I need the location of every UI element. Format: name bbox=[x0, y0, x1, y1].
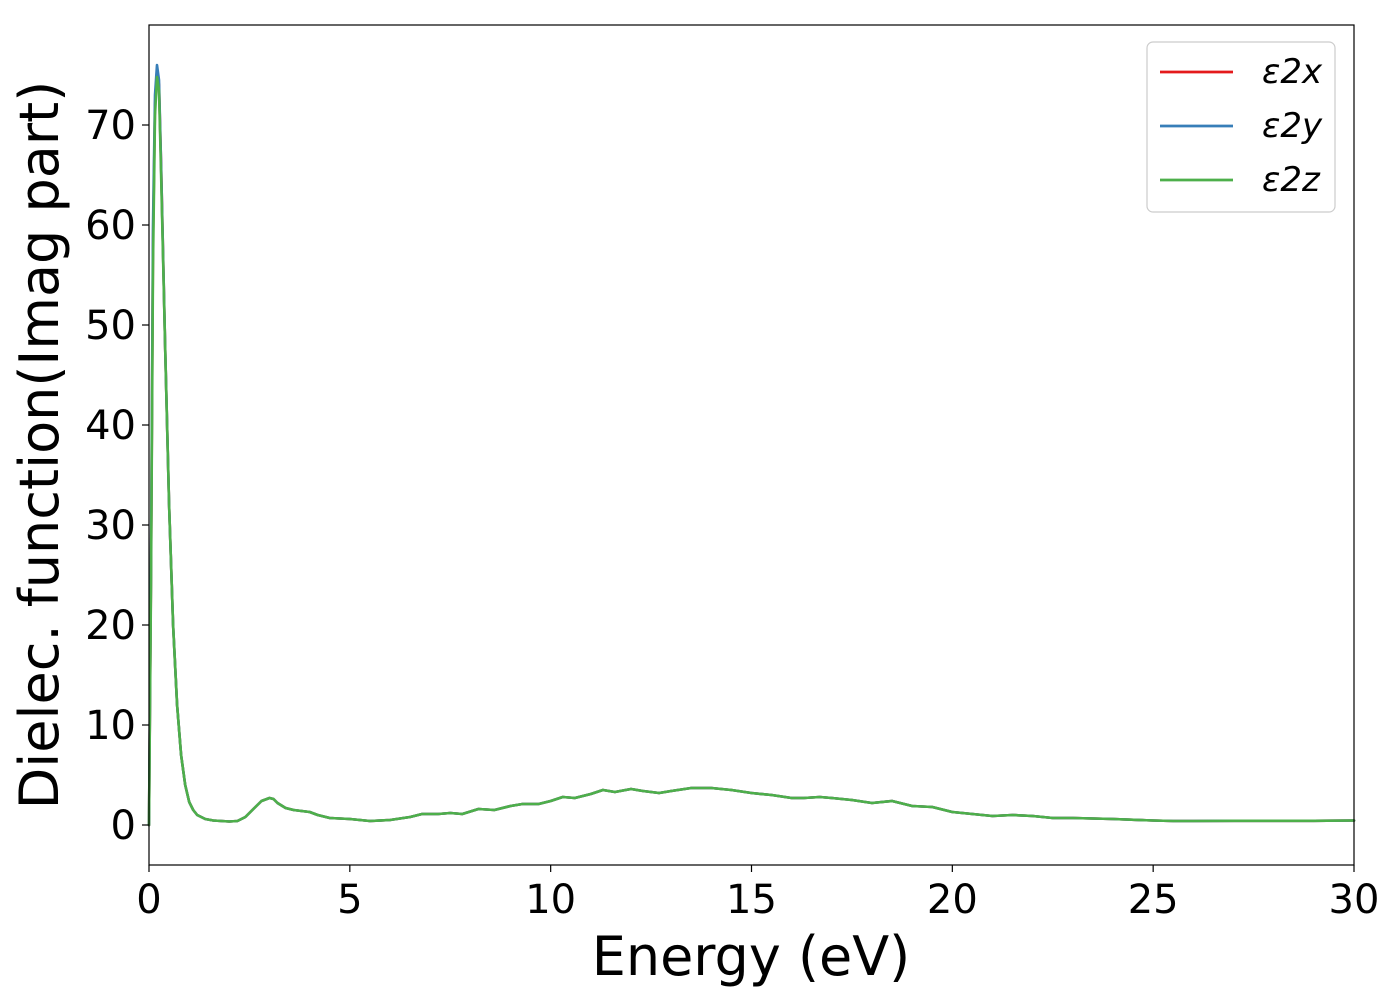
legend-label-1: ε2y bbox=[1262, 106, 1323, 146]
x-tick-label: 30 bbox=[1329, 877, 1380, 923]
x-tick-label: 15 bbox=[726, 877, 777, 923]
legend-label-0: ε2x bbox=[1262, 52, 1323, 92]
x-tick-label: 20 bbox=[927, 877, 978, 923]
y-tick-label: 10 bbox=[85, 703, 136, 749]
legend: ε2x ε2y ε2z bbox=[1146, 41, 1336, 213]
legend-box bbox=[1146, 41, 1336, 213]
y-axis-ticks: 0 10 20 30 40 50 60 70 bbox=[85, 103, 149, 849]
x-axis-ticks: 0 5 10 15 20 25 30 bbox=[136, 865, 1379, 923]
y-axis-title: Dielec. function(Imag part) bbox=[8, 81, 71, 810]
series-layer bbox=[147, 63, 1356, 827]
y-tick-label: 60 bbox=[85, 203, 136, 249]
legend-label-2: ε2z bbox=[1262, 160, 1321, 200]
x-axis-title: Energy (eV) bbox=[592, 925, 911, 988]
y-tick-label: 0 bbox=[111, 803, 136, 849]
y-tick-label: 30 bbox=[85, 503, 136, 549]
x-tick-label: 0 bbox=[136, 877, 161, 923]
x-tick-label: 25 bbox=[1128, 877, 1179, 923]
x-tick-label: 5 bbox=[337, 877, 362, 923]
series-line-2 bbox=[147, 75, 1356, 827]
y-tick-label: 20 bbox=[85, 603, 136, 649]
y-tick-label: 40 bbox=[85, 403, 136, 449]
x-tick-label: 10 bbox=[525, 877, 576, 923]
y-tick-label: 70 bbox=[85, 103, 136, 149]
y-tick-label: 50 bbox=[85, 303, 136, 349]
